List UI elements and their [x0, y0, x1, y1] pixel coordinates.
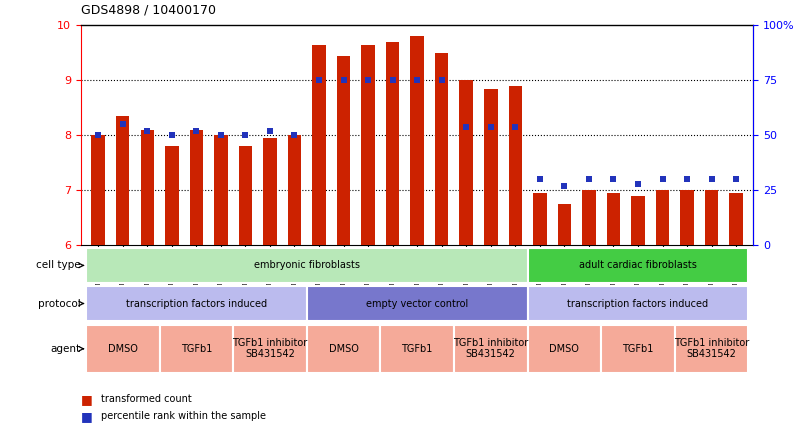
Bar	[288, 135, 301, 245]
Point	[706, 176, 718, 183]
Text: TGFb1: TGFb1	[402, 344, 433, 354]
Bar	[337, 56, 350, 245]
Point	[190, 128, 202, 135]
Point	[656, 176, 669, 183]
Bar	[435, 53, 449, 245]
Bar	[307, 324, 381, 373]
Text: GDS4898 / 10400170: GDS4898 / 10400170	[81, 4, 216, 17]
Point	[313, 77, 326, 84]
Bar	[631, 196, 645, 245]
Text: adult cardiac fibroblasts: adult cardiac fibroblasts	[579, 261, 697, 270]
Bar	[239, 146, 252, 245]
Bar	[675, 324, 748, 373]
Bar	[533, 193, 547, 245]
Bar	[190, 130, 203, 245]
Bar	[386, 42, 399, 245]
Point	[288, 132, 301, 139]
Point	[509, 123, 522, 130]
Text: TGFb1 inhibitor
SB431542: TGFb1 inhibitor SB431542	[232, 338, 308, 359]
Text: transformed count: transformed count	[101, 394, 192, 404]
Bar	[527, 324, 601, 373]
Point	[607, 176, 620, 183]
Point	[411, 77, 424, 84]
Bar	[233, 324, 307, 373]
Point	[215, 132, 228, 139]
Bar	[165, 146, 178, 245]
Bar	[527, 248, 748, 283]
Bar	[454, 324, 527, 373]
Point	[484, 123, 497, 130]
Text: percentile rank within the sample: percentile rank within the sample	[101, 411, 266, 421]
Bar	[527, 286, 748, 321]
Point	[165, 132, 178, 139]
Bar	[86, 286, 307, 321]
Bar	[484, 89, 497, 245]
Point	[263, 128, 276, 135]
Point	[239, 132, 252, 139]
Text: cell type: cell type	[36, 261, 80, 270]
Point	[730, 176, 743, 183]
Bar	[92, 135, 105, 245]
Bar	[705, 190, 718, 245]
Bar	[411, 36, 424, 245]
Text: agent: agent	[50, 344, 80, 354]
Bar	[263, 138, 277, 245]
Bar	[86, 324, 160, 373]
Text: TGFb1: TGFb1	[622, 344, 654, 354]
Point	[558, 183, 571, 190]
Text: transcription factors induced: transcription factors induced	[126, 299, 266, 308]
Bar	[307, 286, 527, 321]
Bar	[459, 80, 473, 245]
Point	[632, 180, 645, 187]
Text: embryonic fibroblasts: embryonic fibroblasts	[254, 261, 360, 270]
Point	[361, 77, 374, 84]
Bar	[160, 324, 233, 373]
Text: DMSO: DMSO	[549, 344, 579, 354]
Point	[435, 77, 448, 84]
Bar	[557, 204, 571, 245]
Bar	[361, 45, 375, 245]
Point	[92, 132, 104, 139]
Text: TGFb1 inhibitor
SB431542: TGFb1 inhibitor SB431542	[453, 338, 528, 359]
Bar	[509, 86, 522, 245]
Point	[680, 176, 693, 183]
Bar	[582, 190, 595, 245]
Text: TGFb1 inhibitor
SB431542: TGFb1 inhibitor SB431542	[674, 338, 749, 359]
Bar	[313, 45, 326, 245]
Bar	[381, 324, 454, 373]
Text: transcription factors induced: transcription factors induced	[568, 299, 709, 308]
Point	[141, 128, 154, 135]
Point	[533, 176, 546, 183]
Point	[582, 176, 595, 183]
Point	[116, 121, 129, 128]
Bar	[86, 248, 527, 283]
Text: empty vector control: empty vector control	[366, 299, 468, 308]
Point	[460, 123, 473, 130]
Bar	[729, 193, 743, 245]
Bar	[680, 190, 694, 245]
Text: ■: ■	[81, 410, 93, 423]
Bar	[214, 135, 228, 245]
Bar	[656, 190, 669, 245]
Text: DMSO: DMSO	[329, 344, 359, 354]
Text: protocol: protocol	[38, 299, 80, 308]
Point	[386, 77, 399, 84]
Bar	[116, 116, 130, 245]
Point	[337, 77, 350, 84]
Bar	[601, 324, 675, 373]
Bar	[140, 130, 154, 245]
Bar	[607, 193, 620, 245]
Text: DMSO: DMSO	[108, 344, 138, 354]
Text: ■: ■	[81, 393, 93, 406]
Text: TGFb1: TGFb1	[181, 344, 212, 354]
